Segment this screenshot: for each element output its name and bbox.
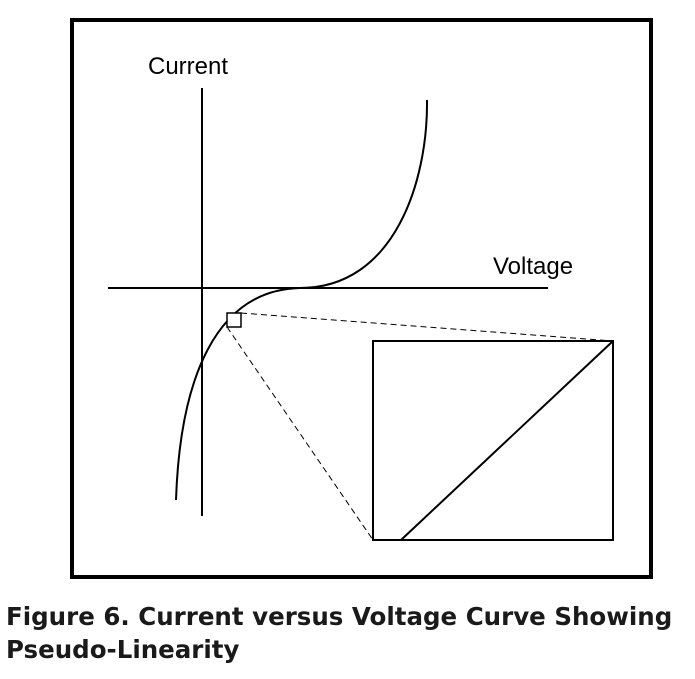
current-axis-label: Current bbox=[148, 53, 228, 80]
iv-curve-diagram: Current Voltage bbox=[70, 18, 653, 579]
figure-frame bbox=[70, 18, 653, 579]
zoom-region-marker bbox=[226, 312, 242, 328]
magnified-linear-segment bbox=[400, 340, 614, 541]
figure-caption: Figure 6. Current versus Voltage Curve S… bbox=[6, 602, 673, 664]
iv-curve bbox=[175, 99, 429, 501]
voltage-axis-label: Voltage bbox=[493, 253, 573, 280]
zoom-projection-bottom bbox=[226, 326, 374, 541]
magnified-inset bbox=[372, 340, 614, 541]
zoom-projection-top bbox=[240, 312, 614, 342]
